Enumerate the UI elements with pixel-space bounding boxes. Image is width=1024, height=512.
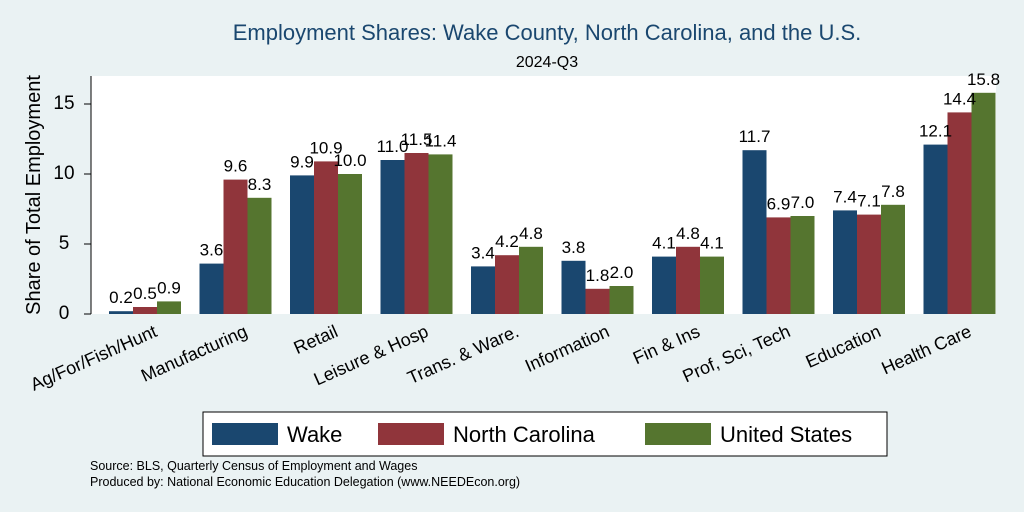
data-label: 1.8: [586, 266, 610, 285]
data-label: 4.1: [652, 234, 676, 253]
bar: [133, 307, 157, 314]
data-label: 7.4: [833, 187, 857, 206]
bar: [652, 256, 676, 314]
bar: [290, 175, 314, 314]
y-tick-label: 15: [53, 93, 74, 114]
bar: [742, 150, 767, 314]
data-label: 0.9: [157, 278, 181, 297]
chart-subtitle: 2024-Q3: [516, 54, 578, 71]
bar: [338, 174, 362, 314]
data-label: 6.9: [767, 194, 791, 213]
data-label: 3.4: [471, 243, 495, 262]
data-label: 0.2: [109, 288, 133, 307]
bar: [109, 311, 133, 314]
data-label: 14.4: [943, 89, 976, 108]
bar: [700, 256, 724, 314]
produced-note: Produced by: National Economic Education…: [90, 475, 521, 489]
bar: [199, 263, 224, 314]
data-label: 11.4: [425, 131, 457, 150]
data-label: 11.5: [401, 130, 433, 149]
source-note: Source: BLS, Quarterly Census of Employm…: [90, 459, 418, 473]
bar: [561, 260, 586, 314]
legend-label: North Carolina: [453, 422, 596, 447]
bar: [223, 179, 248, 314]
bar: [314, 161, 338, 314]
data-label: 10.9: [309, 138, 342, 157]
bar: [947, 112, 972, 315]
y-tick-label: 10: [53, 163, 74, 184]
y-tick-label: 0: [59, 303, 70, 324]
category-label: Retail: [291, 321, 341, 358]
legend-label: United States: [720, 422, 852, 447]
data-label: 4.2: [495, 232, 519, 251]
bar: [609, 286, 634, 314]
chart-title: Employment Shares: Wake County, North Ca…: [233, 20, 862, 45]
data-label: 7.1: [857, 192, 881, 211]
data-label: 4.8: [676, 224, 700, 243]
data-label: 11.0: [377, 137, 409, 156]
data-label: 0.5: [133, 284, 157, 303]
legend: Wake North Carolina United States: [202, 411, 888, 457]
data-label: 3.6: [200, 241, 224, 260]
data-label: 8.3: [248, 175, 272, 194]
category-label: Education: [803, 321, 884, 372]
data-label: 9.9: [290, 152, 314, 171]
bar: [833, 210, 857, 314]
bar: [923, 144, 948, 314]
bar: [428, 154, 453, 314]
data-label: 7.8: [881, 182, 905, 201]
legend-swatch: [212, 423, 278, 445]
data-label: 3.8: [562, 238, 586, 257]
category-label: Ag/For/Fish/Hunt: [27, 321, 159, 395]
data-label: 4.8: [519, 224, 543, 243]
category-label: Fin & Ins: [630, 321, 703, 368]
category-label: Health Care: [878, 321, 974, 378]
y-tick-label: 5: [59, 233, 70, 254]
data-label: 2.0: [610, 263, 634, 282]
data-label: 11.7: [739, 127, 771, 146]
bar: [247, 197, 272, 314]
legend-swatch: [645, 423, 711, 445]
data-label: 15.8: [967, 70, 1000, 89]
data-label: 12.1: [919, 122, 952, 141]
legend-swatch: [378, 423, 444, 445]
category-label: Information: [522, 321, 612, 376]
data-label: 7.0: [791, 193, 815, 212]
bar: [790, 216, 815, 314]
legend-box: [202, 411, 888, 457]
data-label: 4.1: [700, 234, 724, 253]
data-label: 10.0: [333, 151, 366, 170]
bar: [471, 266, 495, 314]
bar: [404, 153, 429, 314]
bar: [519, 246, 543, 314]
bar: [157, 301, 181, 314]
bar: [766, 217, 791, 314]
chart: Employment Shares: Wake County, North Ca…: [23, 20, 1000, 457]
bar: [380, 160, 405, 314]
legend-label: Wake: [287, 422, 342, 447]
bar: [495, 255, 519, 314]
bar: [971, 92, 996, 314]
bar: [881, 204, 905, 314]
bar: [857, 214, 881, 314]
bar: [676, 246, 700, 314]
bar: [585, 288, 610, 314]
data-label: 9.6: [224, 157, 248, 176]
y-axis-title: Share of Total Employment: [23, 75, 45, 315]
